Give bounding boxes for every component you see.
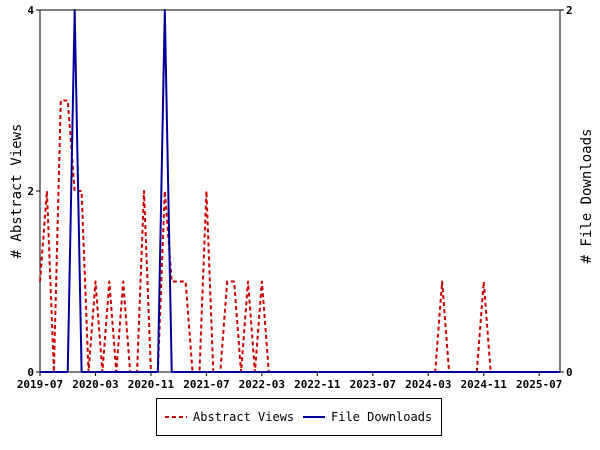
plot-frame: [39, 9, 561, 373]
y-left-tick-label: 0: [27, 366, 34, 379]
legend-swatch-file-downloads: [303, 416, 325, 418]
legend-item-file-downloads: File Downloads: [303, 410, 432, 424]
y-left-tick-label: 4: [27, 4, 34, 17]
x-tick-label: 2020-03: [72, 378, 118, 391]
x-tick-label: 2024-11: [461, 378, 508, 391]
x-tick-label: 2022-03: [239, 378, 285, 391]
x-tick-label: 2023-07: [350, 378, 396, 391]
legend-swatch-abstract-views: [165, 416, 187, 418]
y-right-tick-label: 2: [566, 4, 573, 17]
legend-item-abstract-views: Abstract Views: [165, 410, 294, 424]
y-axis-right-label: # File Downloads: [579, 129, 595, 264]
y-right-tick-label: 0: [566, 366, 573, 379]
x-tick-label: 2024-03: [405, 378, 451, 391]
y-axis-left-label: # Abstract Views: [9, 124, 25, 259]
legend-label-file-downloads: File Downloads: [331, 410, 433, 424]
x-tick-label: 2021-07: [183, 378, 229, 391]
x-tick-label: 2020-11: [128, 378, 175, 391]
legend-label-abstract-views: Abstract Views: [193, 410, 295, 424]
x-tick-label: 2022-11: [294, 378, 341, 391]
legend: Abstract Views File Downloads: [156, 398, 442, 436]
y-left-tick-label: 2: [27, 185, 34, 198]
series-line-file-downloads: [40, 9, 560, 373]
x-tick-label: 2025-07: [516, 378, 562, 391]
x-tick-label: 2019-07: [17, 378, 63, 391]
